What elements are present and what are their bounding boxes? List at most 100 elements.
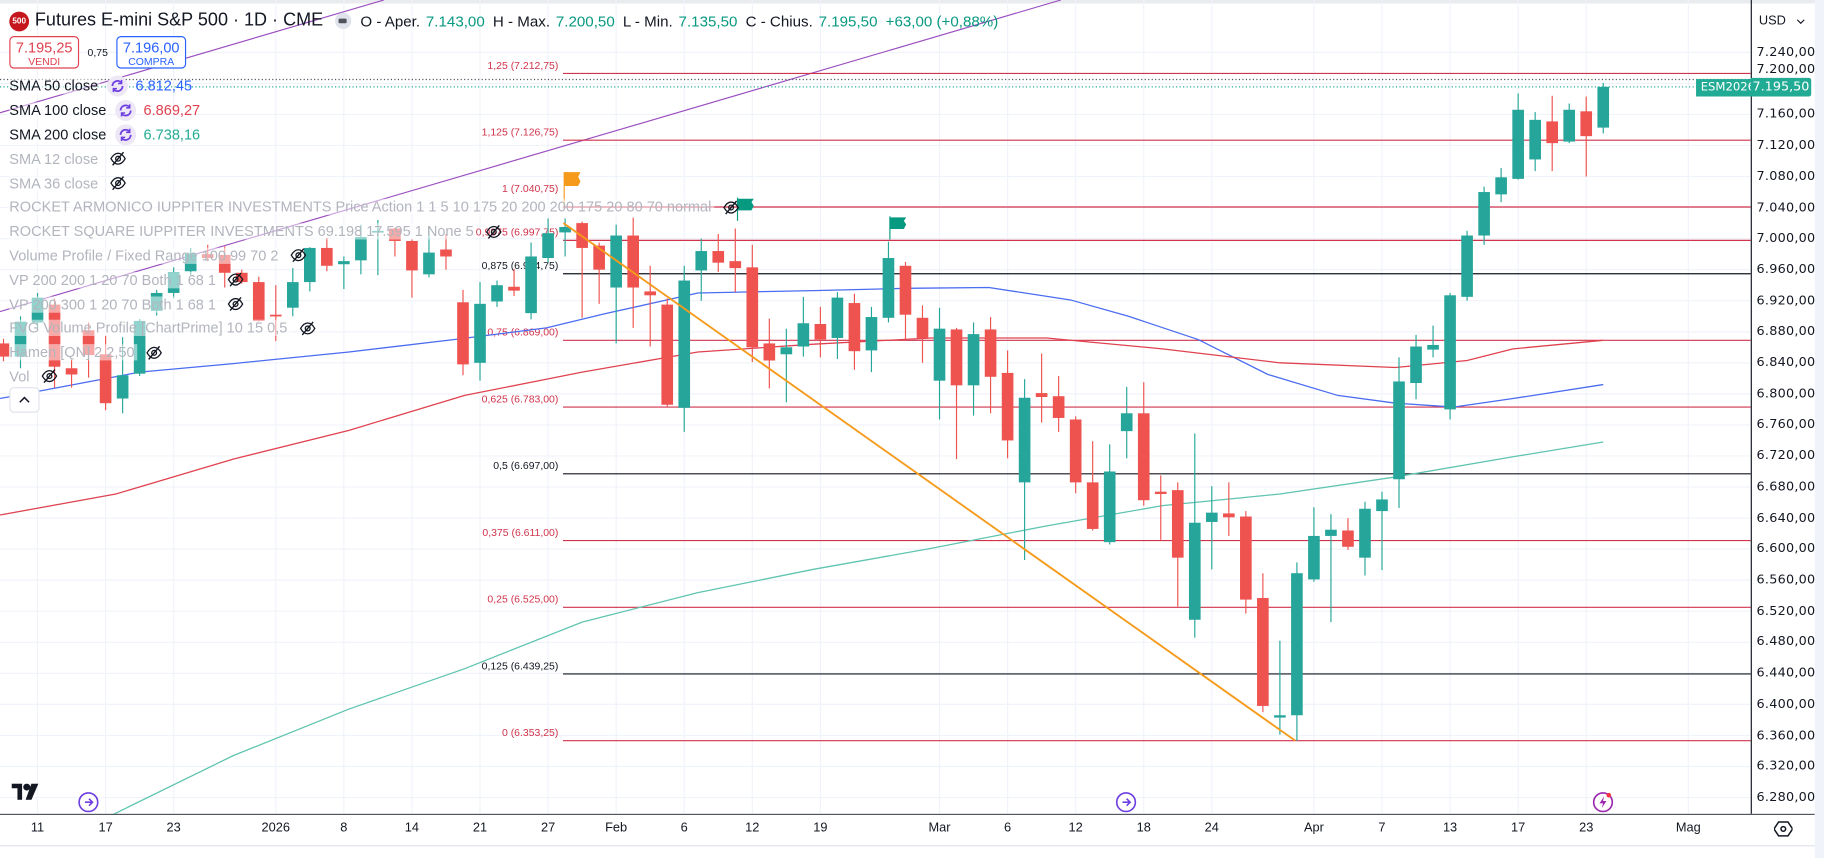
candle-body [116,375,129,399]
candle [1154,475,1167,540]
eye-off-icon[interactable] [288,245,309,266]
refresh-icon[interactable] [115,100,137,122]
candle [1393,357,1405,508]
candle [1171,482,1184,607]
candle-body [950,329,963,386]
indicator-row[interactable]: Volume Profile / Fixed Range 100 99 70 2 [9,244,741,268]
indicator-name: SMA 200 close [9,126,109,143]
candle-body [1120,413,1133,432]
fib-level-label: 0,875 (6.954,75) [482,261,559,272]
eye-off-icon[interactable] [297,318,318,339]
symbol-title[interactable]: Futures E-mini S&P 500 · 1D · CME [34,10,324,31]
price-tick-label: 6.480,00 [1756,634,1816,650]
candle [1137,382,1150,506]
candle [729,228,742,293]
collapse-legend-button[interactable] [9,387,40,413]
refresh-icon[interactable] [115,124,137,146]
time-tick-label: 18 [1136,820,1151,835]
earnings-marker[interactable] [1592,792,1614,813]
eye-off-icon[interactable] [108,173,129,194]
refresh-icon[interactable] [107,76,129,97]
trend-line-segment[interactable] [562,222,1296,742]
close-value: 7.195,50 [818,12,878,30]
indicator-row[interactable]: Vol [9,365,741,389]
bottom-toolbar [0,845,1815,858]
candle-body [542,233,554,259]
eye-off-icon[interactable] [144,342,165,363]
sell-button[interactable]: 7.195,25 VENDI [9,36,80,69]
buy-button[interactable]: 7.196,00 COMPRA [116,36,187,69]
candle [899,261,912,340]
candle [1308,507,1320,582]
arrow-circle-icon [1115,792,1137,813]
candle-body [1035,393,1048,397]
indicator-row[interactable]: SMA 12 close [9,147,741,171]
candle [304,247,316,292]
chart-settings-button[interactable] [1773,818,1794,839]
candle [1018,379,1031,560]
indicator-row[interactable]: FVG Volume Profile [ChartPrime] 10 15 0,… [9,316,741,340]
eye-off-icon[interactable] [483,221,504,242]
time-tick-label: 17 [98,820,113,835]
symbol-logo[interactable]: 500 [9,11,30,31]
price-axis[interactable] [1750,0,1816,814]
fib-level-label: 1,25 (7.212,75) [487,61,558,72]
candle-body [1291,573,1303,716]
trend-line[interactable] [562,222,1296,742]
eye-off-icon[interactable] [108,149,129,170]
indicator-row[interactable]: SMA 100 close 6.869,27 [9,99,741,123]
eye-off-icon[interactable] [39,366,60,387]
indicator-row[interactable]: VP 200 200 1 20 70 Both 1 68 1 [9,268,741,292]
candle [933,307,946,420]
market-status-icon[interactable] [334,12,352,30]
price-tick-label: 6.320,00 [1756,758,1816,774]
candle-body [1086,482,1099,529]
candle-body [1240,516,1252,600]
candle [338,256,350,290]
candle-body [661,304,674,405]
candle-body [848,303,861,352]
currency-dropdown[interactable]: USD [1754,9,1811,33]
indicator-row[interactable]: ROCKET ARMONICO IUPPITER INVESTMENTS Pri… [9,195,741,219]
spread-value: 0,75 [87,46,108,59]
candle [695,238,708,301]
indicator-row[interactable]: Hamen [QN] 2 2,50 [9,340,741,364]
time-tick-label: 17 [1511,820,1526,835]
fibonacci-retracement[interactable]: 1,25 (7.212,75) 1,125 (7.126,75) 1 (7.040,… [476,61,1751,742]
eye-off-icon[interactable] [225,294,246,315]
indicator-row[interactable]: ROCKET SQUARE IUPPITER INVESTMENTS 69.19… [9,219,741,243]
candle [1188,433,1201,638]
candle [406,239,418,298]
candle-body [831,297,844,338]
right-panel-edge [1814,0,1824,858]
indicator-row[interactable]: SMA 200 close 6.738,16 [9,123,741,147]
time-tick-label: Apr [1303,820,1324,835]
indicator-row[interactable]: SMA 50 close 6.812,45 [9,74,741,98]
eye-off-icon[interactable] [721,197,742,218]
candle [1529,112,1541,172]
sma200-line [112,441,1604,814]
indicator-name: SMA 36 close [9,175,101,192]
candle [678,265,691,432]
time-axis[interactable] [0,813,1815,845]
currency-label: USD [1758,13,1786,28]
candle-body [1580,111,1593,137]
indicator-row[interactable]: SMA 36 close [9,171,741,195]
candle-body [933,328,946,381]
candle-body [1529,119,1541,160]
high-label: H - Max. [492,12,551,30]
candle [797,296,810,357]
eye-off-icon[interactable] [225,269,246,290]
indicator-row[interactable]: VP 200 300 1 20 70 Both 1 68 1 [9,292,741,316]
teal-flag-icon[interactable] [889,216,907,240]
time-tick-label: 12 [745,820,760,835]
chevron-up-icon [19,396,30,403]
sma50-line [0,286,1604,408]
event-marker[interactable] [78,792,99,813]
tradingview-logo[interactable] [11,783,40,806]
candle-body [1018,397,1031,483]
time-tick-label: 6 [1004,820,1012,835]
candle-body [1461,235,1473,297]
event-marker[interactable] [1115,792,1137,813]
